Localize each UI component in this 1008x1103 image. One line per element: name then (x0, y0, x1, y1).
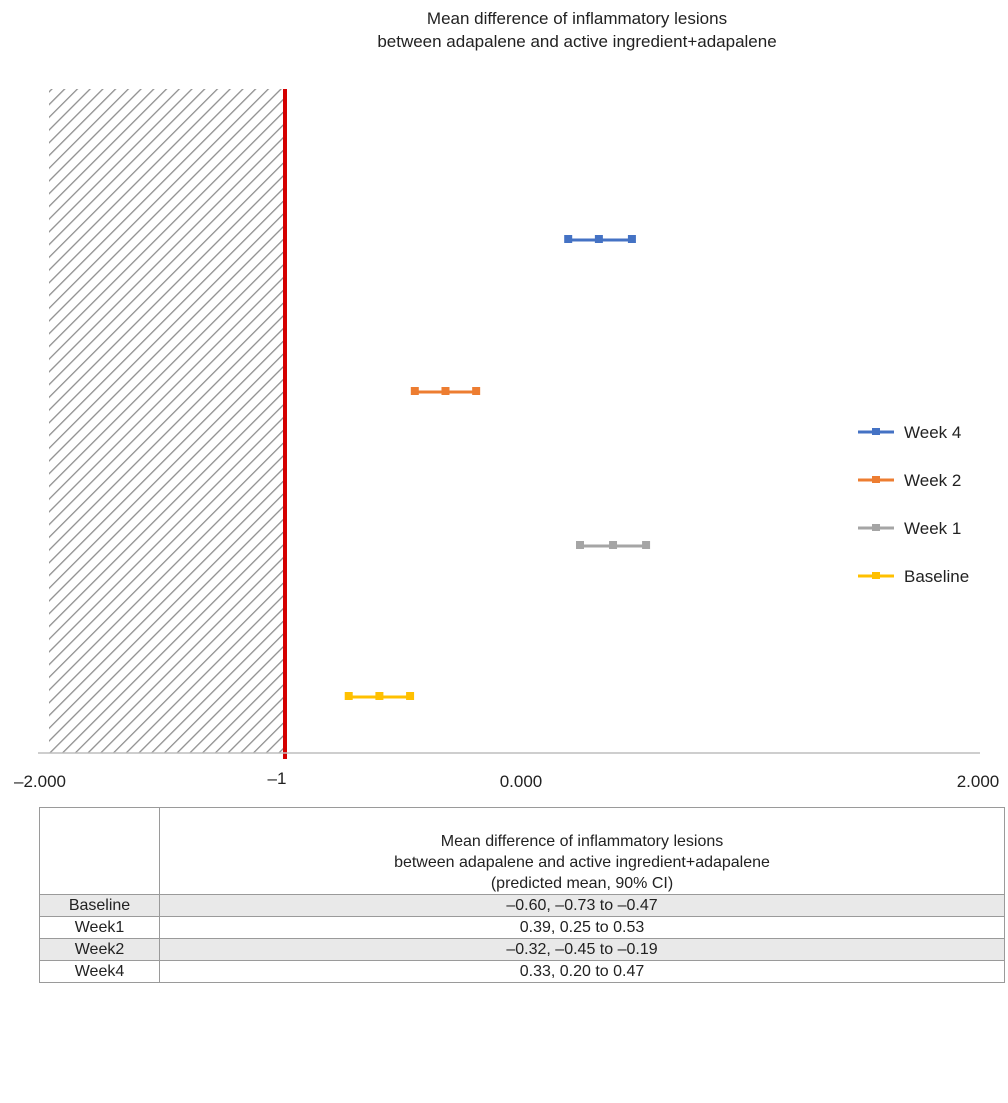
ci-point-marker (609, 541, 618, 549)
ci-point-marker (594, 235, 603, 243)
chart-title-line: Mean difference of inflammatory lesions (427, 9, 727, 28)
legend-item: Baseline (858, 567, 969, 586)
ci-high-marker (472, 387, 481, 395)
legend-swatch-marker (872, 524, 880, 531)
table-row-label: Week2 (39, 938, 160, 961)
ci-high-marker (406, 692, 415, 700)
series-ci-week-4 (564, 235, 636, 243)
table-row: Week2 –0.32, –0.45 to –0.19 (39, 938, 1005, 961)
ci-low-marker (576, 541, 584, 549)
ci-low-marker (344, 692, 353, 700)
reference-line-label: –1 (268, 769, 287, 788)
table-header-cell: Mean difference of inflammatory lesions … (159, 807, 1005, 895)
chart-title: Mean difference of inflammatory lesions b… (377, 9, 776, 51)
legend: Week 4 Week 2 Week 1 Baseline (858, 423, 969, 586)
table-header-line-2: between adapalene and active ingredient+… (394, 854, 770, 871)
table-row: Week1 0.39, 0.25 to 0.53 (39, 916, 1005, 939)
table-row-value: –0.32, –0.45 to –0.19 (159, 938, 1005, 961)
table-row-label: Baseline (39, 894, 160, 917)
table-row-label: Week4 (39, 960, 160, 983)
legend-swatch-marker (872, 572, 880, 579)
results-table: Mean difference of inflammatory lesions … (39, 807, 1005, 983)
series-ci-baseline (344, 692, 415, 700)
legend-item: Week 1 (858, 519, 961, 538)
legend-swatch-marker (872, 476, 880, 483)
series-markers (344, 235, 651, 700)
x-tick-label: 0.000 (500, 772, 543, 791)
table-header-line-3: (predicted mean, 90% CI) (490, 875, 674, 892)
table-row: Week4 0.33, 0.20 to 0.47 (39, 960, 1005, 983)
chart-title-line: between adapalene and active ingredient+… (377, 32, 776, 51)
x-tick-label: 2.000 (957, 772, 1000, 791)
ci-low-marker (564, 235, 573, 243)
table-row-value: –0.60, –0.73 to –0.47 (159, 894, 1005, 917)
table-corner-cell (39, 807, 160, 895)
legend-swatch-marker (872, 428, 880, 435)
series-ci-week-1 (576, 541, 651, 549)
table-row-value: 0.33, 0.20 to 0.47 (159, 960, 1005, 983)
x-axis-ticks: –2.000 0.000 2.000 (14, 772, 999, 791)
ci-low-marker (410, 387, 419, 395)
x-tick-label: –2.000 (14, 772, 66, 791)
table-row-value: 0.39, 0.25 to 0.53 (159, 916, 1005, 939)
legend-label: Week 4 (904, 423, 961, 442)
legend-label: Week 2 (904, 471, 961, 490)
legend-label: Week 1 (904, 519, 961, 538)
legend-item: Week 4 (858, 423, 961, 442)
table-header-line-1: Mean difference of inflammatory lesions (440, 833, 724, 850)
series-ci-week-2 (410, 387, 481, 395)
legend-item: Week 2 (858, 471, 961, 490)
ci-point-marker (375, 692, 384, 700)
legend-label: Baseline (904, 567, 969, 586)
table-row: Baseline –0.60, –0.73 to –0.47 (39, 894, 1005, 917)
ci-high-marker (627, 235, 636, 243)
forest-plot: Mean difference of inflammatory lesions b… (14, 9, 999, 791)
hatched-region (49, 89, 285, 753)
table-row-label: Week1 (39, 916, 160, 939)
ci-point-marker (441, 387, 450, 395)
table-header-row: Mean difference of inflammatory lesions … (39, 807, 1005, 895)
ci-high-marker (642, 541, 651, 549)
